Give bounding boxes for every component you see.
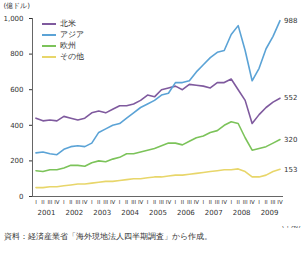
svg-text:III: III	[103, 199, 108, 205]
svg-text:2004: 2004	[121, 209, 139, 217]
svg-text:I: I	[147, 199, 149, 205]
html-text:アジア: アジア	[60, 30, 84, 39]
svg-text:153: 153	[284, 166, 297, 174]
svg-text:I: I	[63, 199, 65, 205]
svg-text:2005: 2005	[149, 209, 167, 217]
html-text:資料：経済産業省「海外現地法人四半期調査」から作成。: 資料：経済産業省「海外現地法人四半期調査」から作成。	[4, 232, 212, 241]
svg-text:2003: 2003	[93, 209, 111, 217]
svg-text:2009: 2009	[261, 209, 279, 217]
svg-text:2006: 2006	[177, 209, 195, 217]
svg-text:III: III	[131, 199, 136, 205]
svg-text:IV: IV	[110, 199, 116, 205]
svg-text:IV: IV	[166, 199, 172, 205]
svg-text:0: 0	[19, 193, 23, 201]
html-text:北米: 北米	[60, 19, 76, 28]
svg-text:I: I	[35, 199, 37, 205]
svg-text:I: I	[119, 199, 121, 205]
svg-text:IV: IV	[277, 199, 283, 205]
svg-text:2008: 2008	[233, 209, 251, 217]
svg-text:III: III	[159, 199, 164, 205]
svg-text:I: I	[230, 199, 232, 205]
svg-text:III: III	[271, 199, 276, 205]
svg-text:988: 988	[284, 17, 297, 25]
svg-text:II: II	[97, 199, 101, 205]
svg-text:IV: IV	[82, 199, 88, 205]
svg-text:III: III	[187, 199, 192, 205]
svg-text:320: 320	[284, 136, 297, 144]
svg-text:II: II	[181, 199, 185, 205]
svg-text:II: II	[264, 199, 268, 205]
svg-text:II: II	[69, 199, 73, 205]
svg-text:2007: 2007	[205, 209, 223, 217]
svg-text:I: I	[203, 199, 205, 205]
html-text:欧州: 欧州	[60, 41, 76, 50]
svg-text:III: III	[215, 199, 220, 205]
svg-text:III: III	[243, 199, 248, 205]
svg-text:IV: IV	[54, 199, 60, 205]
svg-text:1,000: 1,000	[3, 15, 23, 23]
svg-text:2002: 2002	[65, 209, 83, 217]
svg-text:IV: IV	[249, 199, 255, 205]
svg-text:600: 600	[10, 86, 23, 94]
svg-text:I: I	[258, 199, 260, 205]
svg-text:I: I	[175, 199, 177, 205]
svg-text:200: 200	[10, 157, 23, 165]
svg-text:II: II	[209, 199, 213, 205]
svg-text:552: 552	[284, 94, 297, 102]
svg-text:IV: IV	[194, 199, 200, 205]
svg-text:800: 800	[10, 50, 23, 58]
html-text:(年期): (年期)	[281, 221, 301, 229]
svg-text:II: II	[125, 199, 129, 205]
svg-text:II: II	[41, 199, 45, 205]
svg-text:II: II	[237, 199, 241, 205]
svg-text:IV: IV	[222, 199, 228, 205]
svg-text:(億ドル): (億ドル)	[4, 2, 31, 10]
svg-text:II: II	[153, 199, 157, 205]
html-text:その他: その他	[60, 52, 84, 61]
svg-text:IV: IV	[138, 199, 144, 205]
svg-text:III: III	[47, 199, 52, 205]
svg-text:400: 400	[10, 122, 23, 130]
svg-text:2001: 2001	[38, 209, 56, 217]
svg-text:III: III	[75, 199, 80, 205]
svg-text:I: I	[91, 199, 93, 205]
